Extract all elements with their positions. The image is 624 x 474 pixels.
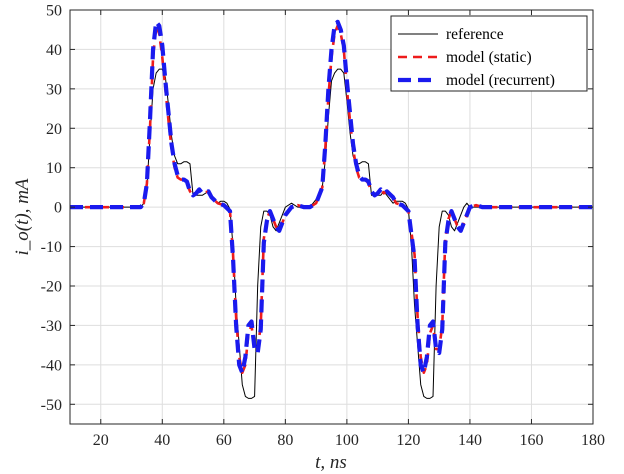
y-tick-labels: 50 40 30 20 10 0 -10 -20 -30 -40 -50 xyxy=(41,3,62,414)
legend-label-model-static: model (static) xyxy=(446,49,532,66)
y-tick-label: 40 xyxy=(46,42,62,59)
series-layer xyxy=(70,19,593,399)
legend: reference model (static) model (recurrent) xyxy=(390,15,588,92)
legend-label-reference: reference xyxy=(446,26,504,43)
plot-frame xyxy=(69,9,594,425)
y-tick-label: -40 xyxy=(41,357,62,374)
y-tick-label: 30 xyxy=(46,81,62,98)
x-tick-label: 180 xyxy=(581,432,605,449)
y-tick-label: 50 xyxy=(46,3,62,20)
y-axis-label: i_o(t), mA xyxy=(12,178,33,255)
x-tick-label: 40 xyxy=(154,432,170,449)
y-tick-label: -20 xyxy=(41,279,62,296)
x-tick-label: 120 xyxy=(396,432,420,449)
y-tick-label: 0 xyxy=(54,200,62,217)
y-tick-label: 10 xyxy=(46,160,62,177)
series-line-model-recurrent xyxy=(70,19,593,375)
x-tick-label: 20 xyxy=(93,432,109,449)
x-tick-label: 160 xyxy=(519,432,543,449)
y-tick-label: -10 xyxy=(41,239,62,256)
x-tick-label: 140 xyxy=(458,432,482,449)
y-tick-label: -30 xyxy=(41,318,62,335)
x-tick-label: 100 xyxy=(335,432,359,449)
legend-label-model-recurrent: model (recurrent) xyxy=(446,72,555,89)
x-tick-labels: 20 40 60 80 100 120 140 160 180 xyxy=(93,432,605,449)
x-tick-label: 80 xyxy=(277,432,293,449)
y-tick-label: 20 xyxy=(46,121,62,138)
x-axis-label: t, ns xyxy=(315,452,347,473)
x-tick-label: 60 xyxy=(216,432,232,449)
ticks xyxy=(70,9,594,424)
y-tick-label: -50 xyxy=(41,397,62,414)
